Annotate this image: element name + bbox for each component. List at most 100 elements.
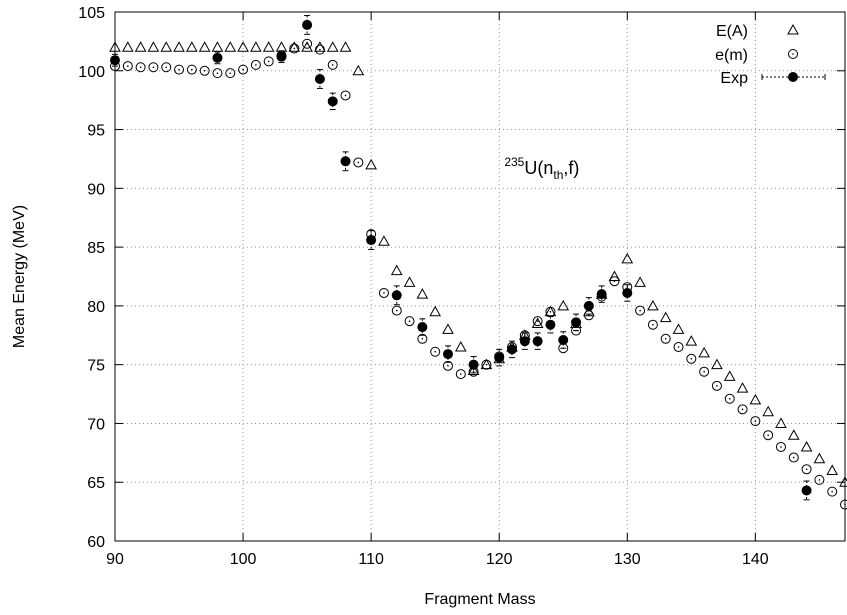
exp-point — [596, 285, 607, 303]
open-circle-dot — [728, 397, 731, 400]
open-circle-outline — [814, 474, 825, 485]
x-tick-label: 110 — [358, 551, 384, 568]
open-circle-dot — [472, 370, 475, 373]
exp-marker — [276, 51, 287, 62]
exp-point — [532, 332, 543, 350]
ea-point — [442, 323, 454, 334]
em-point — [699, 366, 710, 377]
em-point — [442, 360, 453, 371]
ea-point — [749, 393, 762, 405]
open-circle-dot — [690, 357, 693, 360]
em-point — [161, 62, 172, 73]
open-circle-outline — [737, 404, 748, 415]
ea-point — [429, 305, 442, 317]
ea-point — [736, 382, 749, 393]
open-circle-outline — [532, 316, 543, 327]
open-circle-dot — [293, 47, 296, 50]
open-circle-outline — [302, 38, 313, 49]
y-tick-label: 85 — [87, 240, 105, 257]
em-point — [148, 62, 159, 73]
em-point — [801, 464, 812, 475]
ea-point — [211, 41, 224, 52]
open-circle-dot — [652, 323, 654, 326]
open-circle-dot — [395, 309, 398, 312]
x-tick-label: 100 — [230, 551, 257, 568]
ea-point — [775, 417, 787, 428]
ea-point — [800, 440, 813, 452]
ea-point — [723, 370, 736, 381]
em-point — [417, 333, 428, 344]
exp-point — [276, 50, 287, 64]
em-point — [122, 61, 133, 72]
open-circle-dot — [139, 66, 142, 69]
ea-point — [237, 41, 249, 52]
open-circle-outline — [840, 499, 847, 510]
legend-symbol-triangle — [787, 23, 799, 35]
exp-marker — [302, 19, 313, 30]
open-circle-dot — [267, 60, 270, 63]
open-circle-outline — [353, 157, 364, 168]
ea-point — [250, 41, 262, 52]
exp-marker — [468, 359, 479, 370]
exp-point — [519, 332, 530, 350]
open-circle-dot — [178, 68, 180, 71]
reaction-annotation: 235U(nth,f) — [504, 155, 579, 182]
exp-point — [327, 92, 338, 111]
plot-frame — [114, 11, 846, 542]
open-circle-outline — [225, 68, 236, 79]
open-circle-outline — [442, 360, 453, 371]
exp-marker — [532, 336, 543, 347]
tick-labels: 90 100 110 120 130 140 60 65 70 75 80 85 90 95 100 105 — [78, 5, 768, 568]
ea-point — [288, 41, 301, 52]
ea-point — [711, 358, 723, 370]
exp-point — [314, 69, 325, 89]
em-point — [289, 43, 300, 54]
ea-point — [531, 317, 544, 329]
exp-point — [558, 331, 569, 349]
open-circle-dot — [588, 314, 590, 317]
y-tick-label: 70 — [87, 416, 105, 433]
y-tick-label: 75 — [87, 358, 105, 375]
open-circle-dot — [127, 65, 129, 67]
ea-point — [134, 41, 147, 52]
ea-point — [685, 335, 698, 346]
em-point — [750, 416, 761, 427]
em-point — [481, 359, 492, 370]
ea-point — [647, 299, 659, 311]
em-point — [186, 64, 197, 75]
open-circle-outline — [378, 287, 389, 298]
exp-point — [302, 15, 313, 35]
open-circle-outline — [174, 64, 185, 75]
em-point — [353, 157, 364, 168]
open-circle-dot — [767, 434, 769, 437]
open-circle-outline — [250, 59, 261, 70]
open-circle-dot — [613, 280, 616, 283]
em-point — [775, 441, 786, 452]
y-tick-label: 60 — [87, 534, 105, 551]
open-circle-outline — [686, 353, 697, 364]
exp-point — [494, 348, 505, 367]
open-circle-dot — [216, 72, 219, 74]
ea-point — [121, 41, 134, 52]
ea-point — [672, 323, 685, 334]
open-circle-dot — [165, 66, 168, 69]
grid — [115, 12, 845, 541]
em-point — [378, 287, 389, 298]
open-circle-dot — [664, 338, 667, 340]
exp-point — [391, 285, 402, 306]
open-circle-outline — [327, 59, 338, 70]
ea-point — [826, 464, 839, 475]
em-point — [314, 44, 325, 55]
ea-point — [314, 41, 326, 52]
y-tick-label: 95 — [87, 123, 105, 140]
exp-point — [417, 318, 428, 336]
x-tick-label: 130 — [614, 551, 641, 568]
open-circle-outline — [161, 62, 172, 73]
exp-point — [571, 313, 582, 332]
ea-point — [352, 64, 365, 76]
open-circle-outline — [635, 305, 646, 316]
legend-symbol-exp — [761, 72, 826, 82]
exp-marker — [442, 349, 453, 360]
exp-marker — [340, 156, 351, 167]
ea-point — [403, 276, 416, 287]
